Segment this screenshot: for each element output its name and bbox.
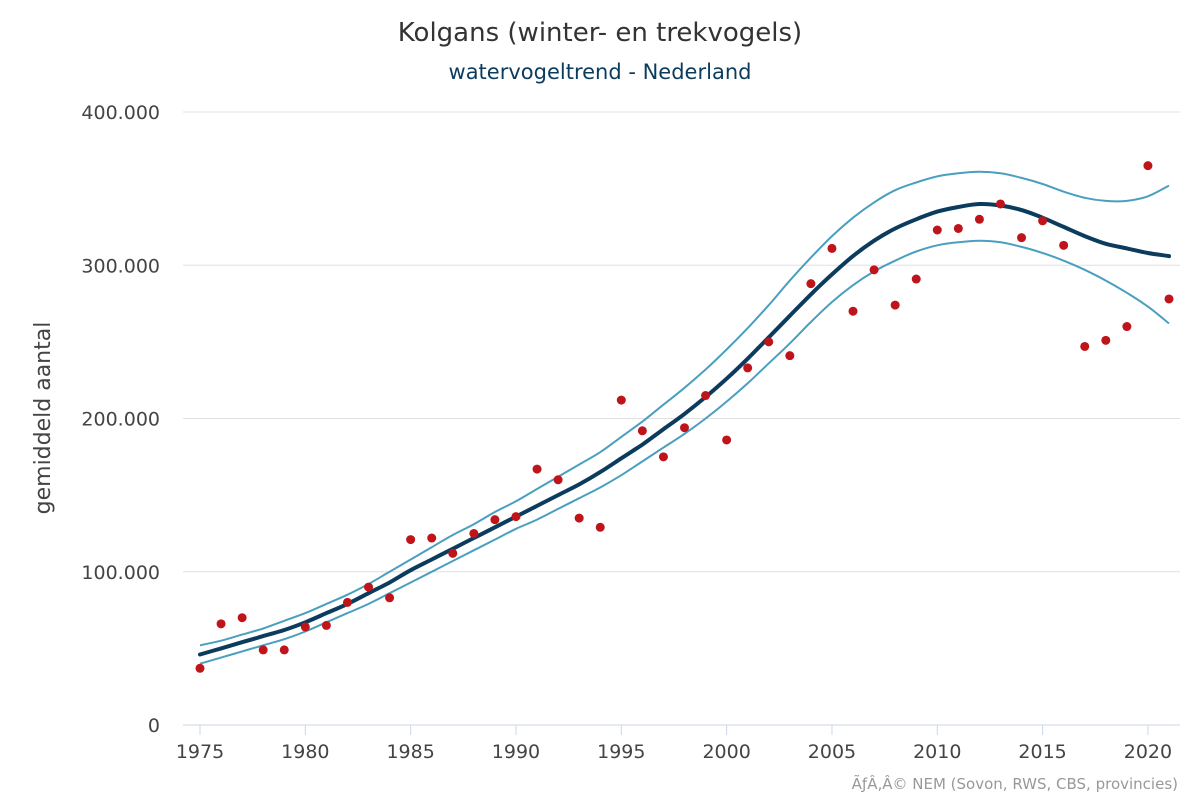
data-point[interactable]: [406, 535, 416, 545]
x-tick-label: 1995: [597, 741, 645, 763]
data-point[interactable]: [1122, 322, 1132, 332]
x-tick-label: 2010: [913, 741, 961, 763]
data-point[interactable]: [279, 645, 289, 655]
x-ticks: 1975 1980 1985 1990 1995 2000 2005 2010 2015 2020: [176, 725, 1172, 763]
data-point[interactable]: [511, 512, 521, 522]
data-point[interactable]: [595, 522, 605, 532]
x-tick-label: 1975: [176, 741, 224, 763]
data-point[interactable]: [195, 663, 205, 673]
y-gridlines: [183, 111, 1180, 573]
x-tick-label: 1980: [281, 741, 329, 763]
chart-title: Kolgans (winter- en trekvogels): [398, 18, 802, 48]
data-point[interactable]: [364, 582, 374, 592]
data-point[interactable]: [827, 243, 837, 253]
data-point[interactable]: [1101, 335, 1111, 345]
x-tick-label: 2000: [702, 741, 750, 763]
data-point[interactable]: [448, 548, 458, 558]
data-point[interactable]: [848, 306, 858, 316]
x-tick-label: 2015: [1018, 741, 1066, 763]
data-point[interactable]: [1080, 341, 1090, 351]
x-tick-label: 2005: [808, 741, 856, 763]
data-point[interactable]: [1017, 233, 1027, 243]
data-point[interactable]: [701, 391, 711, 401]
data-point[interactable]: [806, 279, 816, 289]
data-point[interactable]: [911, 274, 921, 284]
x-tick-label: 2020: [1124, 741, 1172, 763]
data-point[interactable]: [321, 620, 331, 630]
data-point[interactable]: [995, 199, 1005, 209]
data-point[interactable]: [1143, 161, 1153, 171]
data-point[interactable]: [258, 645, 268, 655]
data-point[interactable]: [932, 225, 942, 235]
y-tick-label: 200.000: [81, 409, 160, 431]
data-point[interactable]: [869, 265, 879, 275]
credits-text[interactable]: ÃƒÂ‚Â© NEM (Sovon, RWS, CBS, provincies): [852, 774, 1178, 793]
series-line-bovengrens: [199, 170, 1170, 647]
data-point[interactable]: [1059, 240, 1069, 250]
data-point[interactable]: [1164, 294, 1174, 304]
chart-subtitle: watervogeltrend - Nederland: [449, 60, 752, 84]
data-point[interactable]: [785, 351, 795, 361]
series-line-ondergrens: [199, 239, 1170, 665]
data-point[interactable]: [553, 475, 563, 485]
data-point[interactable]: [974, 214, 984, 224]
data-point[interactable]: [490, 515, 500, 525]
data-point[interactable]: [722, 435, 732, 445]
data-point[interactable]: [743, 363, 753, 373]
data-point[interactable]: [385, 593, 395, 603]
y-tick-label: 100.000: [81, 562, 160, 584]
data-point[interactable]: [469, 528, 479, 538]
data-point[interactable]: [637, 426, 647, 436]
data-point[interactable]: [616, 395, 626, 405]
data-point[interactable]: [532, 464, 542, 474]
x-tick-label: 1985: [386, 741, 434, 763]
y-tick-labels: 0 100.000 200.000 300.000 400.000: [81, 102, 160, 737]
data-point[interactable]: [427, 533, 437, 543]
data-point[interactable]: [342, 597, 352, 607]
x-tick-label: 1990: [492, 741, 540, 763]
series-layer: [195, 161, 1174, 673]
data-point[interactable]: [658, 452, 668, 462]
data-point[interactable]: [764, 337, 774, 347]
y-tick-label: 0: [148, 715, 160, 737]
data-point[interactable]: [680, 423, 689, 433]
data-point[interactable]: [890, 300, 900, 310]
y-axis-label: gemiddeld aantal: [31, 322, 56, 515]
data-point[interactable]: [300, 622, 310, 632]
series-line-trend: [198, 201, 1171, 657]
data-point[interactable]: [1038, 216, 1048, 226]
data-point[interactable]: [953, 223, 963, 233]
y-tick-label: 300.000: [81, 255, 160, 277]
data-point[interactable]: [237, 613, 247, 623]
data-point[interactable]: [574, 513, 584, 523]
y-tick-label: 400.000: [81, 102, 160, 124]
data-point[interactable]: [216, 619, 226, 629]
